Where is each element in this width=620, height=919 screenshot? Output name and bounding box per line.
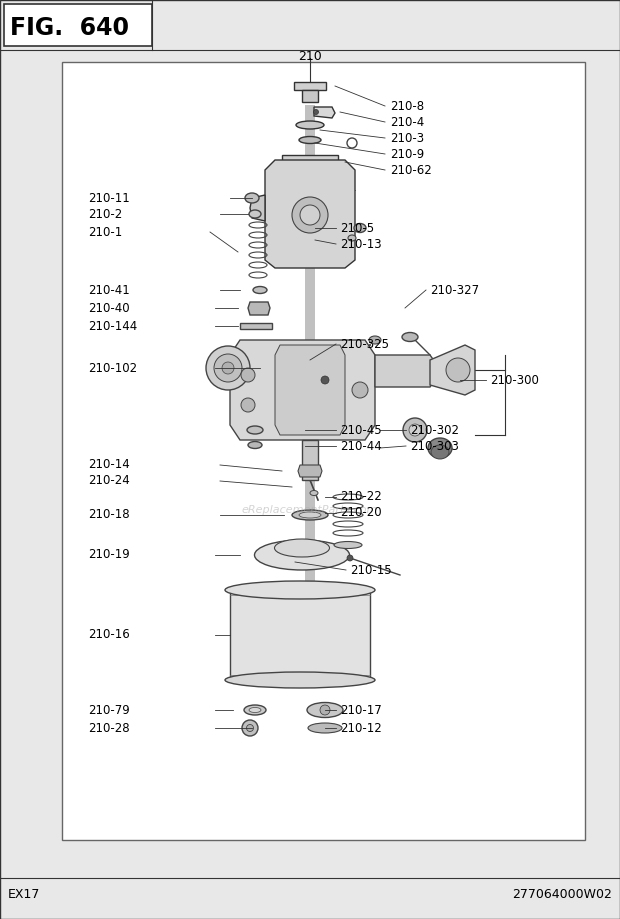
- Circle shape: [409, 424, 421, 436]
- Circle shape: [403, 418, 427, 442]
- Polygon shape: [302, 90, 318, 102]
- Ellipse shape: [245, 193, 259, 203]
- Text: 210-1: 210-1: [88, 225, 122, 239]
- Polygon shape: [230, 590, 370, 680]
- Text: 210-13: 210-13: [340, 237, 382, 251]
- Ellipse shape: [247, 426, 263, 434]
- Text: 210-45: 210-45: [340, 424, 382, 437]
- Polygon shape: [298, 465, 322, 477]
- Circle shape: [352, 382, 368, 398]
- Text: 210-17: 210-17: [340, 704, 382, 717]
- Polygon shape: [230, 340, 375, 440]
- Polygon shape: [302, 440, 318, 480]
- Ellipse shape: [249, 708, 261, 712]
- Ellipse shape: [354, 223, 366, 233]
- Polygon shape: [282, 155, 338, 168]
- Ellipse shape: [275, 539, 329, 557]
- Text: 210-11: 210-11: [88, 191, 130, 205]
- Text: 210-2: 210-2: [88, 208, 122, 221]
- Text: 210-325: 210-325: [340, 337, 389, 350]
- Text: 210-20: 210-20: [340, 506, 382, 519]
- Ellipse shape: [299, 137, 321, 143]
- Ellipse shape: [292, 510, 328, 520]
- Ellipse shape: [249, 210, 261, 218]
- Text: 210-302: 210-302: [410, 424, 459, 437]
- Text: 210-28: 210-28: [88, 721, 130, 734]
- Text: 210-18: 210-18: [88, 508, 130, 521]
- Text: 210-16: 210-16: [88, 629, 130, 641]
- Text: 210-327: 210-327: [430, 283, 479, 297]
- Text: 210-15: 210-15: [350, 563, 392, 576]
- Text: 210-41: 210-41: [88, 283, 130, 297]
- Ellipse shape: [299, 512, 321, 518]
- Ellipse shape: [244, 705, 266, 715]
- Circle shape: [292, 197, 328, 233]
- Ellipse shape: [402, 333, 418, 342]
- Polygon shape: [430, 345, 475, 395]
- Text: 210-4: 210-4: [390, 116, 424, 129]
- Circle shape: [241, 368, 255, 382]
- Text: EX17: EX17: [8, 889, 40, 902]
- Ellipse shape: [225, 672, 375, 688]
- Ellipse shape: [369, 336, 381, 344]
- Ellipse shape: [307, 702, 343, 718]
- Ellipse shape: [428, 438, 452, 458]
- Text: 210-5: 210-5: [340, 221, 374, 234]
- Text: 210-102: 210-102: [88, 361, 137, 375]
- Circle shape: [320, 705, 330, 715]
- Polygon shape: [265, 160, 355, 268]
- Circle shape: [241, 398, 255, 412]
- Ellipse shape: [348, 235, 356, 241]
- Bar: [4, 4, 152, 46]
- Text: 210-62: 210-62: [390, 164, 432, 176]
- Circle shape: [247, 724, 254, 732]
- Bar: [62, 62, 585, 840]
- Ellipse shape: [254, 540, 350, 570]
- Text: 210-9: 210-9: [390, 148, 424, 161]
- Circle shape: [214, 354, 242, 382]
- Circle shape: [242, 720, 258, 736]
- Text: 210-144: 210-144: [88, 320, 137, 333]
- Polygon shape: [294, 82, 326, 90]
- Ellipse shape: [225, 581, 375, 599]
- Ellipse shape: [248, 441, 262, 448]
- Circle shape: [314, 109, 319, 115]
- Polygon shape: [375, 355, 435, 387]
- Circle shape: [300, 205, 320, 225]
- Polygon shape: [248, 302, 270, 315]
- Circle shape: [347, 555, 353, 561]
- Ellipse shape: [308, 723, 342, 733]
- Text: 210-44: 210-44: [340, 439, 382, 452]
- Circle shape: [222, 362, 234, 374]
- Text: 210-19: 210-19: [88, 549, 130, 562]
- Polygon shape: [305, 105, 315, 610]
- Text: 210-79: 210-79: [88, 704, 130, 717]
- Text: 277064000W02: 277064000W02: [512, 889, 612, 902]
- Text: 210-8: 210-8: [390, 99, 424, 112]
- Ellipse shape: [253, 287, 267, 293]
- Text: 210-40: 210-40: [88, 301, 130, 314]
- Circle shape: [446, 358, 470, 382]
- Text: 210-300: 210-300: [490, 373, 539, 387]
- Polygon shape: [250, 195, 265, 221]
- Polygon shape: [240, 323, 272, 329]
- Text: FIG.  640: FIG. 640: [10, 16, 129, 40]
- Ellipse shape: [334, 541, 362, 549]
- Text: 210-3: 210-3: [390, 131, 424, 144]
- Ellipse shape: [296, 121, 324, 129]
- Text: 210-24: 210-24: [88, 474, 130, 487]
- Polygon shape: [275, 345, 345, 435]
- Text: eReplacementParts.com: eReplacementParts.com: [242, 505, 378, 515]
- Text: 210-303: 210-303: [410, 439, 459, 452]
- Ellipse shape: [310, 491, 318, 495]
- Text: 210-22: 210-22: [340, 491, 382, 504]
- Circle shape: [206, 346, 250, 390]
- Polygon shape: [314, 107, 335, 118]
- Text: 210-14: 210-14: [88, 459, 130, 471]
- Ellipse shape: [431, 445, 449, 459]
- Circle shape: [321, 376, 329, 384]
- Text: 210: 210: [298, 50, 322, 62]
- Text: 210-12: 210-12: [340, 721, 382, 734]
